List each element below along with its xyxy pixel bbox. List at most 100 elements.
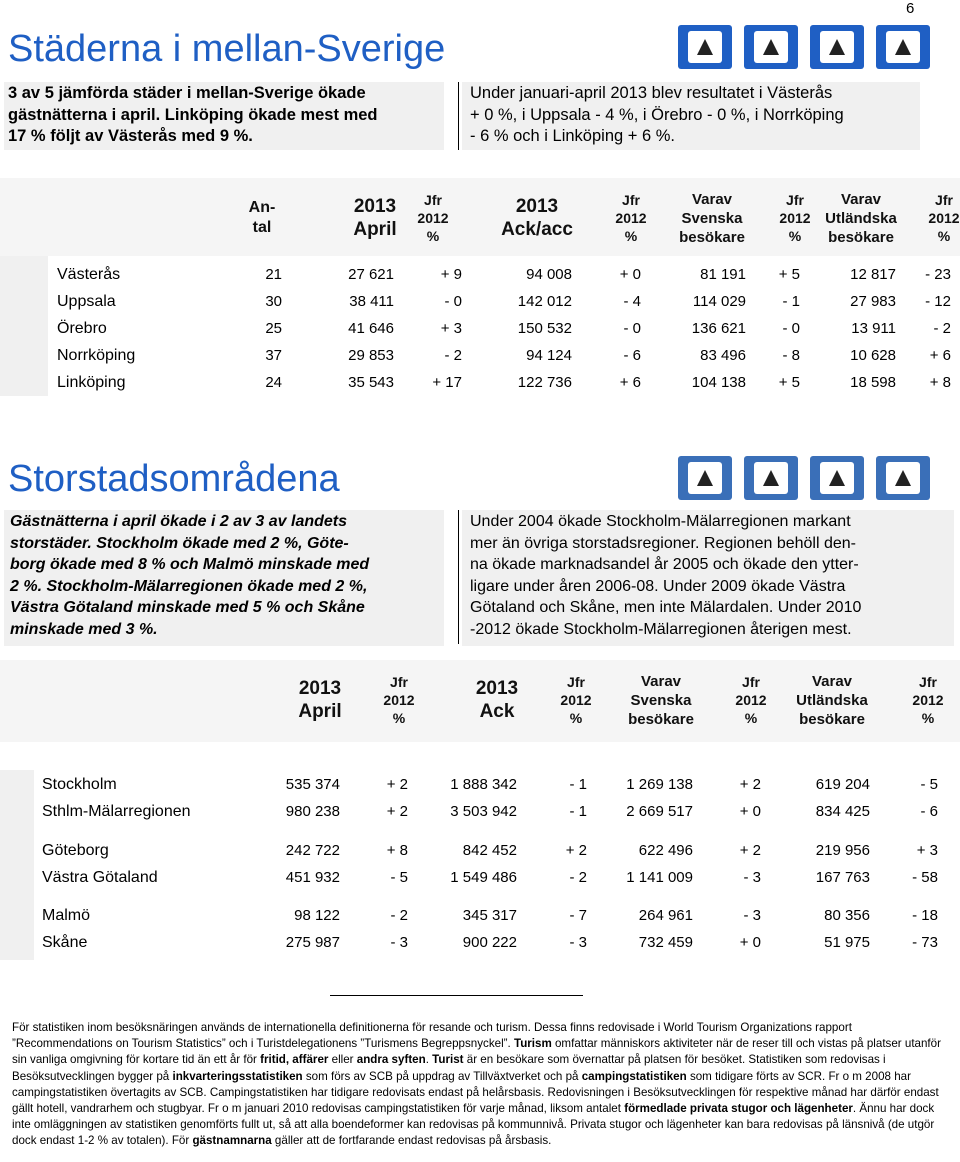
- cell: 24: [265, 374, 282, 391]
- cell: - 3: [743, 907, 761, 924]
- cell: - 1: [569, 803, 587, 820]
- footnote-run: .: [425, 1053, 433, 1067]
- column-header: Jfr: [622, 192, 640, 208]
- divider: [458, 510, 459, 644]
- cell: 980 238: [285, 803, 340, 820]
- footnote-run: andra syften: [356, 1053, 426, 1067]
- cell: 535 374: [285, 776, 340, 793]
- cell: 1 141 009: [626, 869, 693, 886]
- text-line: Under januari-april 2013 blev resultatet…: [470, 84, 833, 102]
- column-header: 2013: [353, 196, 397, 217]
- column-header: %: [426, 228, 440, 244]
- column-header: Varav: [811, 672, 853, 690]
- cell: + 5: [778, 266, 800, 283]
- cell: - 2: [933, 320, 951, 337]
- cell: 104 138: [691, 374, 746, 391]
- text-line: Götaland och Skåne, men inte Mälardalen.…: [470, 599, 862, 616]
- cell: - 12: [925, 293, 951, 310]
- cell: 136 621: [691, 320, 746, 337]
- column-header: 2012: [779, 210, 811, 226]
- cell: 150 532: [517, 320, 572, 337]
- text-box: [462, 82, 920, 150]
- footnote-run: inkvarteringsstatistiken: [172, 1069, 303, 1083]
- text-line: 3 av 5 jämförda städer i mellan-Sverige …: [8, 84, 366, 102]
- icon: [744, 25, 798, 69]
- cell: 842 452: [462, 842, 517, 859]
- column-header: %: [788, 228, 802, 244]
- icon: [810, 456, 864, 500]
- text-line: gästnätterna i april. Linköping ökade me…: [8, 105, 378, 124]
- cell: - 3: [569, 934, 587, 951]
- cell: + 2: [739, 842, 761, 859]
- icon: [876, 456, 930, 500]
- cell: - 5: [390, 869, 408, 886]
- table-side-strip: [0, 770, 34, 960]
- cell: + 2: [565, 842, 587, 859]
- cell: - 6: [623, 347, 641, 364]
- column-header: 2013: [298, 678, 342, 699]
- row-label: Norrköping: [57, 347, 136, 364]
- cell: - 7: [569, 907, 587, 924]
- cell: 900 222: [462, 934, 517, 951]
- footnote-run: som förs av SCB på uppdrag av Tillväxtve…: [302, 1069, 582, 1083]
- cell: + 2: [739, 776, 761, 793]
- footnote-run: gäller att de fortfarande endast redovis…: [271, 1134, 552, 1148]
- text-line: -2012 ökade Stockholm-Mälarregionen åter…: [470, 620, 852, 638]
- cell: 29 853: [348, 347, 394, 364]
- cell: + 8: [386, 842, 408, 859]
- cell: + 3: [440, 320, 462, 337]
- cell: - 4: [623, 293, 641, 310]
- cell: 451 932: [285, 869, 340, 886]
- text-line: Under 2004 ökade Stockholm-Mälarregionen…: [470, 513, 851, 530]
- cell: 345 317: [462, 907, 517, 924]
- column-header: 2012: [928, 210, 960, 226]
- cell: 219 956: [815, 842, 870, 859]
- footnote-run: omfattar människors aktiviteter när de r…: [12, 1037, 941, 1067]
- text-line: borg ökade med 8 % och Malmö minskade me…: [10, 556, 370, 573]
- column-header: Ack/acc: [501, 219, 573, 240]
- column-header: Jfr: [390, 674, 408, 690]
- text-line: 2 %. Stockholm-Mälarregionen ökade med 2…: [10, 577, 368, 595]
- column-header: 2012: [560, 692, 592, 708]
- column-header: Jfr: [786, 192, 804, 208]
- column-header: Jfr: [742, 674, 760, 690]
- column-header: %: [921, 710, 935, 726]
- cell: - 1: [569, 776, 587, 793]
- cell: + 6: [619, 374, 641, 391]
- column-header: 2013: [515, 196, 559, 217]
- cell: 114 029: [692, 293, 746, 310]
- cell: 80 356: [824, 907, 870, 924]
- cell: 619 204: [815, 776, 870, 793]
- text-line: - 6 % och i Linköping + 6 %.: [470, 127, 675, 145]
- cell: - 8: [782, 347, 800, 364]
- column-header: April: [298, 701, 342, 722]
- cell: 81 191: [700, 266, 746, 283]
- column-header: Jfr: [424, 192, 442, 208]
- table-header-bg: [0, 660, 960, 742]
- text-line: storstäder. Stockholm ökade med 2 %, Göt…: [10, 534, 349, 552]
- cell: 10 628: [850, 347, 896, 364]
- icon: [876, 25, 930, 69]
- column-header: besökare: [828, 228, 894, 246]
- cell: 1 888 342: [450, 776, 517, 793]
- cell: 25: [265, 320, 282, 337]
- column-header: %: [569, 710, 583, 726]
- summary-box: [4, 82, 444, 150]
- cell: 732 459: [638, 934, 693, 951]
- column-header: %: [937, 228, 951, 244]
- divider: [458, 82, 459, 150]
- column-header: 2012: [912, 692, 944, 708]
- cell: - 5: [920, 776, 938, 793]
- footnote-run: förmedlade privata stugor och lägenheter: [624, 1102, 853, 1116]
- cell: + 0: [739, 803, 761, 820]
- text-box: [462, 510, 954, 646]
- cell: + 8: [929, 374, 951, 391]
- column-header: Varav: [840, 190, 882, 208]
- cell: 275 987: [285, 934, 340, 951]
- column-header: Ack: [479, 701, 515, 722]
- cell: 13 911: [851, 320, 896, 337]
- cell: 622 496: [638, 842, 693, 859]
- row-label: Malmö: [42, 907, 91, 924]
- cell: - 2: [444, 347, 462, 364]
- row-label: Skåne: [42, 934, 88, 951]
